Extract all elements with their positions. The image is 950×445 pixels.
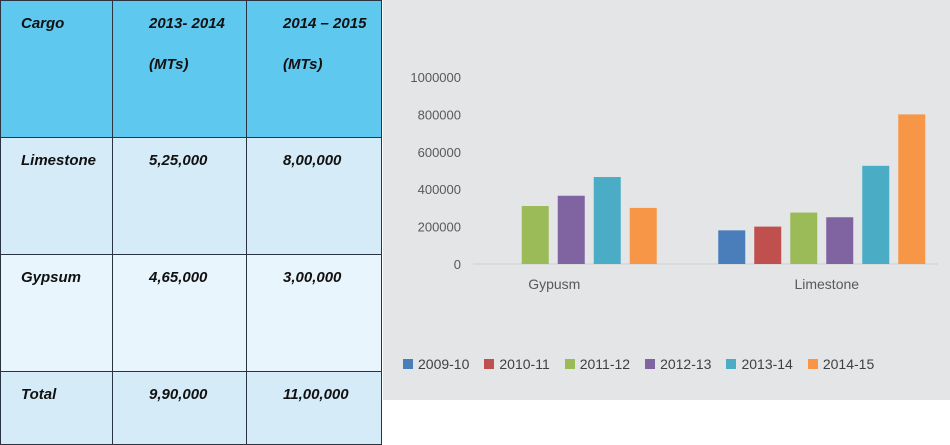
legend-label: 2012-13	[660, 356, 712, 372]
table-row-total: Total 9,90,000 11,00,000	[0, 371, 382, 445]
y-tick-label: 1000000	[410, 70, 461, 85]
cell-cargo: Gypsum	[0, 254, 113, 372]
bar-chart: 0 200000 400000 600000 800000 1000000 Gypusm Li…	[410, 70, 938, 292]
bar-limestone-2012-13	[826, 217, 854, 264]
table-row: Limestone 5,25,000 8,00,000	[0, 137, 382, 255]
header-unit: (MTs)	[149, 56, 189, 73]
header-label: 2014 – 2015	[283, 15, 367, 32]
legend-swatch	[403, 359, 413, 369]
cell-2013-2014: 4,65,000	[112, 254, 247, 372]
cargo-table-container: Cargo 2013- 2014 (MTs) 2014 – 2015 (MTs)…	[0, 0, 382, 445]
bar-chart-panel: 0 200000 400000 600000 800000 1000000 Gypusm Li…	[383, 0, 950, 400]
legend-label: 2010-11	[499, 356, 550, 372]
legend-swatch	[807, 359, 818, 369]
header-2014-2015: 2014 – 2015 (MTs)	[246, 0, 382, 138]
legend-swatch	[726, 359, 737, 369]
chart-legend: 2009-10 2010-11 2011-12 2012-13 2013-14 2014-…	[403, 352, 948, 376]
legend-label: 2009-10	[418, 356, 470, 372]
legend-label: 2014-15	[822, 356, 875, 372]
bar-limestone-2009-10	[718, 230, 746, 264]
x-category-label: Limestone	[794, 276, 859, 292]
legend-swatch	[645, 359, 656, 369]
legend-label: 2011-12	[579, 356, 631, 372]
legend-swatch	[564, 359, 575, 369]
y-tick-label: 600000	[418, 145, 461, 160]
header-label: Cargo	[21, 15, 65, 32]
legend-label: 2013-14	[741, 356, 793, 372]
y-tick-label: 400000	[418, 182, 461, 197]
cell-2014-2015: 8,00,000	[246, 137, 382, 255]
header-cargo: Cargo	[0, 0, 113, 138]
cell-2014-2015: 3,00,000	[246, 254, 382, 372]
y-tick-label: 200000	[418, 220, 461, 235]
bar-gypusm-2012-13	[557, 195, 585, 264]
bar-limestone-2014-15	[898, 114, 926, 265]
table-row: Gypsum 4,65,000 3,00,000	[0, 254, 382, 372]
bar-gypusm-2013-14	[593, 177, 621, 264]
legend-item: 2011-12	[564, 356, 631, 372]
bar-limestone-2013-14	[862, 165, 890, 264]
bar-gypusm-2014-15	[629, 207, 657, 264]
table-header-row: Cargo 2013- 2014 (MTs) 2014 – 2015 (MTs)	[0, 0, 382, 138]
legend-item: 2010-11	[484, 356, 550, 372]
cargo-table: Cargo 2013- 2014 (MTs) 2014 – 2015 (MTs)…	[0, 0, 382, 445]
header-unit: (MTs)	[283, 56, 323, 73]
legend-item: 2013-14	[726, 356, 793, 372]
y-tick-label: 0	[454, 257, 461, 272]
bar-gypusm-2011-12	[521, 206, 549, 264]
legend-swatch	[484, 359, 495, 369]
bar-limestone-2010-11	[754, 226, 782, 264]
cell-cargo: Limestone	[0, 137, 113, 255]
legend-item: 2012-13	[645, 356, 711, 372]
header-2013-2014: 2013- 2014 (MTs)	[112, 0, 247, 138]
x-category-label: Gypusm	[528, 276, 580, 292]
header-label: 2013- 2014	[149, 15, 225, 32]
y-tick-label: 800000	[418, 107, 461, 122]
cell-2013-2014: 9,90,000	[112, 371, 247, 445]
cell-2013-2014: 5,25,000	[112, 137, 247, 255]
cell-cargo: Total	[0, 371, 113, 445]
bar-limestone-2011-12	[790, 212, 818, 264]
legend-item: 2014-15	[807, 356, 875, 372]
legend-item: 2009-10	[403, 356, 469, 372]
cell-2014-2015: 11,00,000	[246, 371, 382, 445]
